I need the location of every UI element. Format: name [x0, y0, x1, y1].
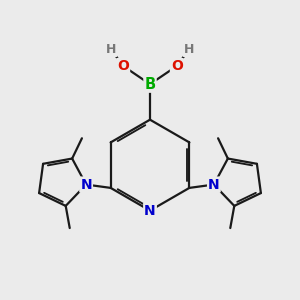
Text: N: N: [208, 178, 220, 192]
Text: N: N: [80, 178, 92, 192]
Text: H: H: [184, 43, 194, 56]
Text: O: O: [117, 59, 129, 73]
Text: N: N: [144, 204, 156, 218]
Text: O: O: [171, 59, 183, 73]
Text: B: B: [144, 77, 156, 92]
Text: H: H: [106, 43, 116, 56]
